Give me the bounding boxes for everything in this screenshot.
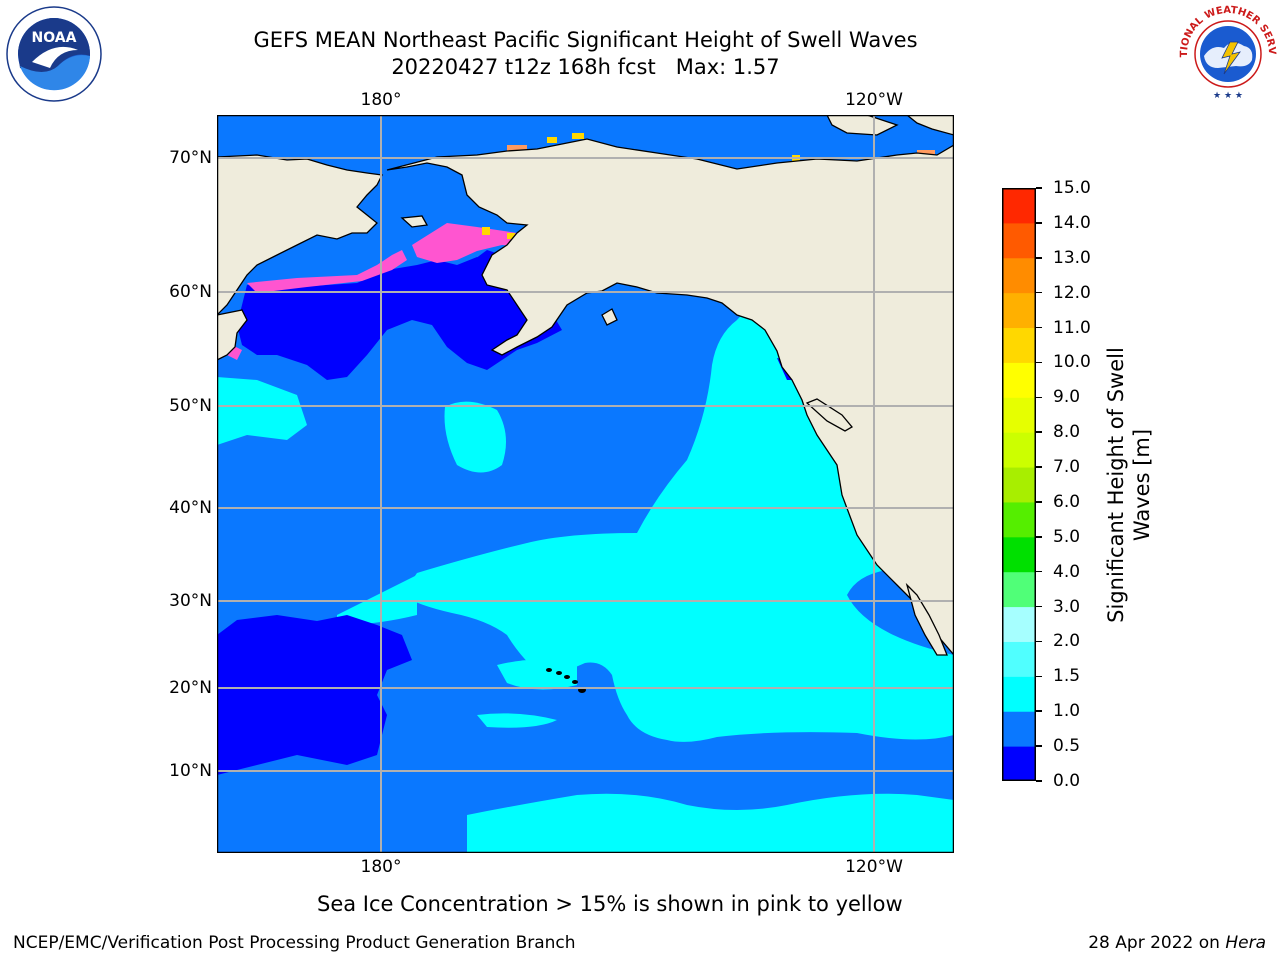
lon-label-bottom-180: 180° — [360, 857, 402, 877]
footer-date-text: 28 Apr 2022 on — [1088, 933, 1226, 953]
swell-low-southwest — [217, 615, 412, 775]
colorbar-segment — [1002, 676, 1036, 712]
sea-ice-note: Sea Ice Concentration > 15% is shown in … — [0, 891, 1280, 917]
footer-date: 28 Apr 2022 on Hera — [1088, 933, 1266, 953]
colorbar-tick-mark — [1036, 291, 1042, 294]
lon-label-top-180: 180° — [360, 90, 402, 110]
colorbar-tick-label: 5.0 — [1053, 526, 1081, 547]
chart-title: GEFS MEAN Northeast Pacific Significant … — [253, 28, 918, 52]
colorbar-tick-mark — [1036, 536, 1042, 538]
colorbar-tick-label: 15.0 — [1053, 178, 1091, 198]
colorbar-segment — [1002, 467, 1036, 503]
colorbar-tick-mark — [1036, 675, 1042, 678]
colorbar-segment — [1002, 711, 1036, 747]
colorbar-tick-mark — [1036, 431, 1042, 433]
colorbar-tick-mark — [1036, 361, 1042, 364]
colorbar-tick-label: 14.0 — [1053, 212, 1091, 233]
colorbar-segment — [1002, 257, 1036, 294]
svg-text:★ ★ ★: ★ ★ ★ — [1213, 91, 1243, 101]
noaa-logo-text: NOAA — [32, 30, 77, 46]
colorbar-title: Significant Height of Swell Waves [m] — [1104, 347, 1154, 623]
map-panel — [216, 114, 955, 854]
swell-cyan-south2 — [477, 713, 557, 728]
colorbar-segment — [1002, 188, 1036, 224]
colorbar-tick-label: 1.0 — [1053, 701, 1081, 722]
lat-label-70n: 70°N — [169, 148, 212, 168]
lat-label-50n: 50°N — [169, 396, 212, 416]
colorbar-segment — [1002, 571, 1036, 608]
colorbar-tick-mark — [1036, 745, 1042, 747]
swell-low-bering — [237, 257, 562, 380]
swell-cyan-hawaii — [497, 659, 577, 690]
map-svg — [216, 114, 955, 854]
colorbar — [1002, 188, 1036, 782]
swell-cyan-west — [217, 377, 307, 445]
colorbar-segment — [1002, 501, 1036, 538]
colorbar-tick-mark — [1036, 710, 1042, 712]
colorbar-svg — [1002, 188, 1036, 782]
colorbar-tick-label: 0.0 — [1053, 771, 1081, 791]
noaa-logo: NOAA — [6, 6, 102, 102]
colorbar-tick-mark — [1036, 501, 1042, 503]
lat-label-30n: 30°N — [169, 591, 212, 611]
colorbar-tick-label: 1.5 — [1053, 666, 1081, 687]
colorbar-tick-mark — [1036, 396, 1042, 399]
lat-label-60n: 60°N — [169, 282, 212, 302]
colorbar-segment — [1002, 292, 1036, 329]
colorbar-segment — [1002, 746, 1036, 782]
footer-credit: NCEP/EMC/Verification Post Processing Pr… — [13, 933, 576, 953]
colorbar-tick-label: 11.0 — [1053, 317, 1091, 338]
colorbar-tick-label: 13.0 — [1053, 247, 1091, 268]
lat-label-10n: 10°N — [169, 761, 212, 781]
colorbar-tick-label: 6.0 — [1053, 491, 1081, 512]
colorbar-tick-label: 2.0 — [1053, 631, 1081, 652]
colorbar-tick-mark — [1036, 257, 1042, 259]
chart-subtitle: 20220427 t12z 168h fcst Max: 1.57 — [391, 55, 780, 79]
colorbar-tick-label: 3.0 — [1053, 596, 1081, 617]
colorbar-segment — [1002, 641, 1036, 677]
map-gridlines — [217, 115, 954, 853]
colorbar-segment — [1002, 222, 1036, 259]
colorbar-tick-label: 8.0 — [1053, 422, 1081, 443]
colorbar-border — [1002, 188, 1036, 781]
colorbar-tick-mark — [1036, 640, 1042, 643]
colorbar-tick-label: 4.0 — [1053, 561, 1081, 582]
colorbar-tick-label: 9.0 — [1053, 387, 1081, 408]
colorbar-segment — [1002, 397, 1036, 433]
colorbar-tick-mark — [1036, 326, 1042, 329]
sea-ice — [227, 223, 537, 360]
colorbar-tick-label: 10.0 — [1053, 352, 1091, 373]
colorbar-segment — [1002, 432, 1036, 468]
colorbar-tick-mark — [1036, 222, 1042, 224]
colorbar-tick-mark — [1036, 187, 1042, 189]
colorbar-tick-label: 0.5 — [1053, 736, 1081, 757]
colorbar-segment — [1002, 362, 1036, 398]
colorbar-tick-mark — [1036, 605, 1042, 608]
colorbar-tick-mark — [1036, 570, 1042, 573]
colorbar-tick-mark — [1036, 466, 1042, 468]
lat-label-40n: 40°N — [169, 498, 212, 518]
swell-cyan-south — [467, 793, 954, 853]
colorbar-segment — [1002, 536, 1036, 573]
colorbar-segment — [1002, 606, 1036, 642]
nws-logo: NATIONAL WEATHER SERVICE ★ ★ ★ — [1174, 0, 1278, 104]
colorbar-segment — [1002, 327, 1036, 363]
land — [217, 115, 954, 657]
colorbar-tick-label: 12.0 — [1053, 282, 1091, 303]
sea-ice-note-text: Sea Ice Concentration > 15% is shown in … — [317, 892, 903, 916]
footer-host: Hera — [1225, 933, 1266, 953]
lat-label-20n: 20°N — [169, 678, 212, 698]
swell-cyan-islands — [444, 401, 506, 473]
colorbar-tick-mark — [1036, 780, 1042, 782]
colorbar-tick-label: 7.0 — [1053, 457, 1081, 478]
lon-label-top-120w: 120°W — [845, 90, 903, 110]
lon-label-bottom-120w: 120°W — [845, 857, 903, 877]
